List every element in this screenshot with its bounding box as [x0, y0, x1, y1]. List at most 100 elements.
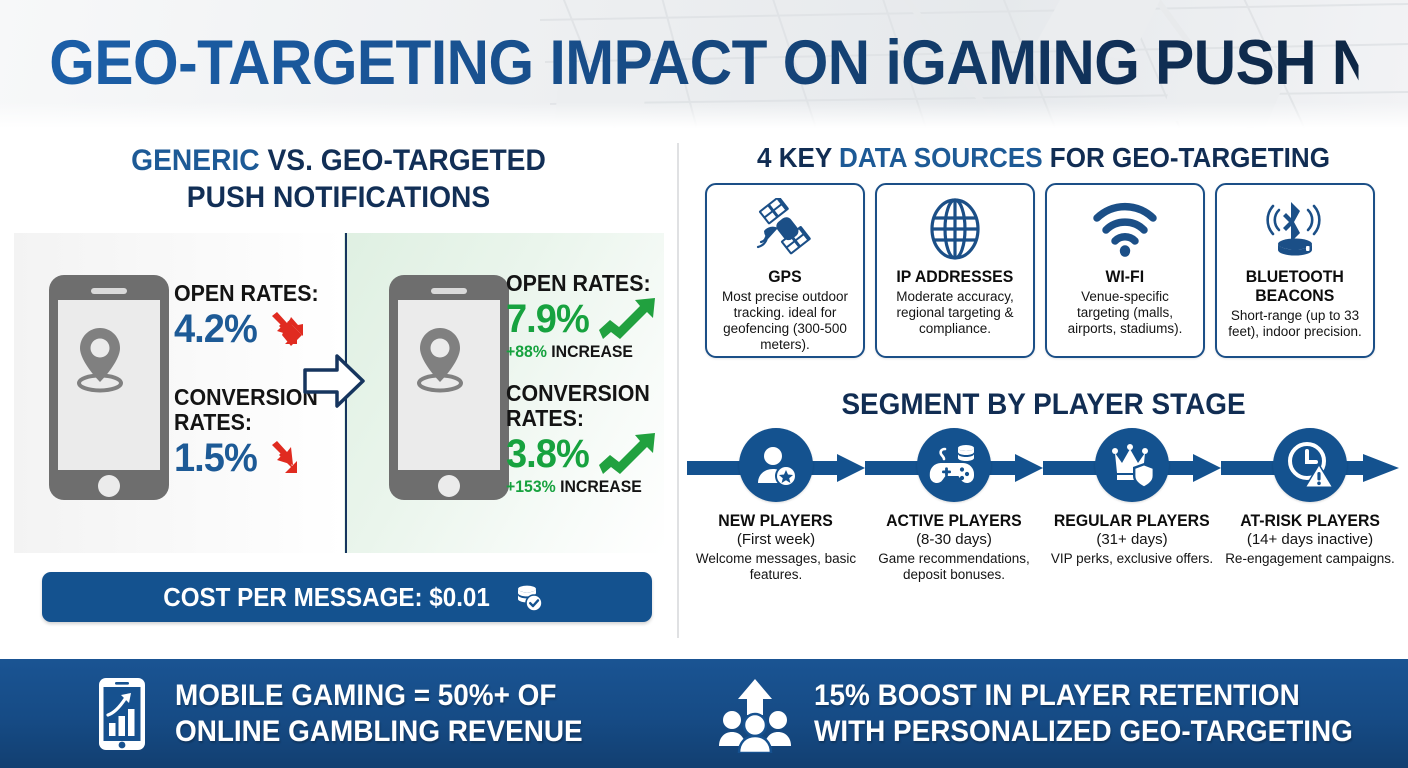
- player-stage-period: (First week): [736, 531, 816, 548]
- header-banner: GEO-TARGETING IMPACT ON iGAMING PUSH NOT…: [0, 0, 1408, 128]
- geotargeted-conversion-rate-label: CONVERSION RATES:: [506, 380, 650, 431]
- location-pin-icon: [417, 328, 463, 393]
- phone-home-button: [98, 475, 120, 497]
- player-stage-items: NEW PLAYERS (First week) Welcome message…: [687, 428, 1402, 583]
- geotargeted-conversion-rate-row: 3.8%: [506, 431, 661, 477]
- footer-banner: MOBILE GAMING = 50%+ OF ONLINE GAMBLING …: [0, 659, 1408, 768]
- data-source-card[interactable]: BLUETOOTH BEACONS Short-range (up to 33 f…: [1215, 183, 1375, 358]
- globe-icon: [926, 193, 984, 265]
- player-stage-desc: VIP perks, exclusive offers.: [1050, 551, 1214, 566]
- geotargeted-conversion-increase-pct: +153%: [506, 477, 556, 496]
- people-up-arrow-icon: [719, 678, 792, 753]
- footer-left-line1: MOBILE GAMING = 50%+ OF: [174, 678, 557, 712]
- geotargeted-open-rate-label: OPEN RATES:: [506, 270, 651, 296]
- data-source-card-desc: Most precise outdoor tracking. ideal for…: [721, 289, 849, 352]
- data-sources-title-post: FOR GEO-TARGETING: [1042, 142, 1330, 173]
- gamepad-coins-icon: [917, 428, 991, 502]
- geotargeted-conversion-rate-value: 3.8%: [506, 432, 590, 476]
- footer-right-line2: WITH PERSONALIZED GEO-TARGETING: [814, 714, 1354, 748]
- comparison-title-accent: GENERIC: [131, 144, 260, 177]
- main-content: GENERIC VS. GEO-TARGETED PUSH NOTIFICATI…: [0, 128, 1408, 656]
- sources-and-stages-panel: 4 KEY DATA SOURCES FOR GEO-TARGETING: [679, 128, 1408, 656]
- coins-check-icon: [517, 585, 543, 612]
- location-pin-icon: [77, 328, 123, 393]
- data-source-card-title: BLUETOOTH BEACONS: [1245, 267, 1345, 305]
- geotargeted-open-rate-value: 7.9%: [506, 297, 590, 341]
- data-source-card-desc: Short-range (up to 33 feet), indoor prec…: [1228, 308, 1362, 339]
- crown-shield-icon: [1095, 428, 1169, 502]
- generic-phone-mockup: [49, 275, 169, 500]
- footer-right-stat: 15% BOOST IN PLAYER RETENTION WITH PERSO…: [704, 659, 1408, 768]
- data-source-card[interactable]: IP ADDRESSES Moderate accuracy, regional…: [875, 183, 1035, 358]
- geotargeted-open-rate-row: 7.9%: [506, 296, 661, 342]
- player-stage-name: REGULAR PLAYERS: [1054, 511, 1210, 530]
- data-source-card[interactable]: WI-FI Venue-specific targeting (malls, a…: [1045, 183, 1205, 358]
- player-stage-name: NEW PLAYERS: [718, 511, 834, 530]
- footer-right-line1: 15% BOOST IN PLAYER RETENTION: [814, 678, 1301, 712]
- geotargeted-conversion-rate-block: CONVERSION RATES: 3.8% +153% INCREASE: [506, 381, 661, 497]
- footer-left-text: MOBILE GAMING = 50%+ OF ONLINE GAMBLING …: [175, 678, 583, 750]
- comparison-visual: OPEN RATES: 4.2% CONVERSION RATES:: [14, 233, 664, 553]
- player-stage-desc: Welcome messages, basic features.: [695, 551, 857, 582]
- generic-conversion-rate-label: CONVERSION RATES:: [174, 384, 318, 435]
- data-source-card-title: GPS: [768, 267, 802, 286]
- data-source-cards: GPS Most precise outdoor tracking. ideal…: [705, 183, 1388, 358]
- geotargeted-phone-mockup: [389, 275, 509, 500]
- generic-conversion-rate-value: 1.5%: [174, 436, 258, 480]
- data-source-card-title: WI-FI: [1105, 267, 1145, 286]
- header-fade: [0, 102, 1408, 128]
- panel-divider: [677, 143, 679, 638]
- transition-arrow-icon: [303, 354, 365, 408]
- player-stage[interactable]: REGULAR PLAYERS (31+ days) VIP perks, ex…: [1043, 428, 1221, 583]
- phone-screen: [58, 300, 160, 470]
- player-stage-period: (31+ days): [1096, 531, 1168, 548]
- data-source-card-desc: Venue-specific targeting (malls, airport…: [1067, 289, 1183, 336]
- player-stage[interactable]: AT-RISK PLAYERS (14+ days inactive) Re-e…: [1221, 428, 1399, 583]
- comparison-title: GENERIC VS. GEO-TARGETED PUSH NOTIFICATI…: [20, 142, 656, 216]
- player-stage-flow: NEW PLAYERS (First week) Welcome message…: [687, 428, 1402, 643]
- arrow-up-green-icon: [599, 433, 656, 474]
- player-stage[interactable]: NEW PLAYERS (First week) Welcome message…: [687, 428, 865, 583]
- arrow-up-green-icon: [599, 298, 656, 339]
- generic-open-rate-value: 4.2%: [174, 307, 258, 351]
- generic-open-rate-row: 4.2%: [174, 306, 329, 352]
- cost-per-message-banner: COST PER MESSAGE: $0.01: [42, 572, 652, 622]
- cost-per-message-text: COST PER MESSAGE: $0.01: [163, 581, 491, 612]
- geotargeted-open-increase: +88% INCREASE: [506, 342, 651, 362]
- geotargeted-open-rate-block: OPEN RATES: 7.9% +88% INCREASE: [506, 271, 661, 362]
- mobile-chart-icon: [98, 677, 145, 750]
- data-source-card[interactable]: GPS Most precise outdoor tracking. ideal…: [705, 183, 865, 358]
- comparison-title-line2: PUSH NOTIFICATIONS: [186, 181, 491, 214]
- generic-conversion-rate-row: 1.5%: [174, 435, 329, 481]
- geotargeted-open-increase-pct: +88%: [506, 342, 547, 361]
- comparison-panel: GENERIC VS. GEO-TARGETED PUSH NOTIFICATI…: [0, 128, 677, 656]
- data-sources-title-pre: 4 KEY: [757, 142, 840, 173]
- footer-left-stat: MOBILE GAMING = 50%+ OF ONLINE GAMBLING …: [0, 659, 704, 768]
- player-stage-period: (8-30 days): [916, 531, 992, 548]
- clock-alert-icon: [1273, 428, 1347, 502]
- bluetooth-beacon-icon: [1260, 193, 1330, 265]
- generic-conversion-rate-block: CONVERSION RATES: 1.5%: [174, 385, 329, 481]
- footer-right-text: 15% BOOST IN PLAYER RETENTION WITH PERSO…: [814, 678, 1353, 750]
- generic-open-rate-block: OPEN RATES: 4.2%: [174, 281, 329, 352]
- data-source-card-title: IP ADDRESSES: [896, 267, 1014, 286]
- user-star-icon: [739, 428, 813, 502]
- player-stage-desc: Game recommendations, deposit bonuses.: [878, 551, 1030, 582]
- phone-home-button: [438, 475, 460, 497]
- geotargeted-conversion-increase: +153% INCREASE: [506, 477, 650, 497]
- player-stage-name: ACTIVE PLAYERS: [886, 511, 1022, 530]
- phone-speaker: [91, 288, 127, 294]
- footer-left-line2: ONLINE GAMBLING REVENUE: [174, 714, 583, 748]
- wifi-icon: [1091, 193, 1159, 265]
- comparison-title-rest: VS. GEO-TARGETED: [259, 144, 546, 177]
- data-source-card-desc: Moderate accuracy, regional targeting & …: [896, 289, 1014, 336]
- generic-open-rate-label: OPEN RATES:: [174, 280, 319, 306]
- segment-title: SEGMENT BY PLAYER STAGE: [841, 388, 1246, 421]
- player-stage-period: (14+ days inactive): [1246, 531, 1374, 548]
- player-stage[interactable]: ACTIVE PLAYERS (8-30 days) Game recommen…: [865, 428, 1043, 583]
- phone-screen: [398, 300, 500, 470]
- page-title: GEO-TARGETING IMPACT ON iGAMING PUSH NOT…: [49, 28, 1408, 98]
- satellite-icon: [752, 193, 818, 265]
- player-stage-name: AT-RISK PLAYERS: [1240, 511, 1380, 530]
